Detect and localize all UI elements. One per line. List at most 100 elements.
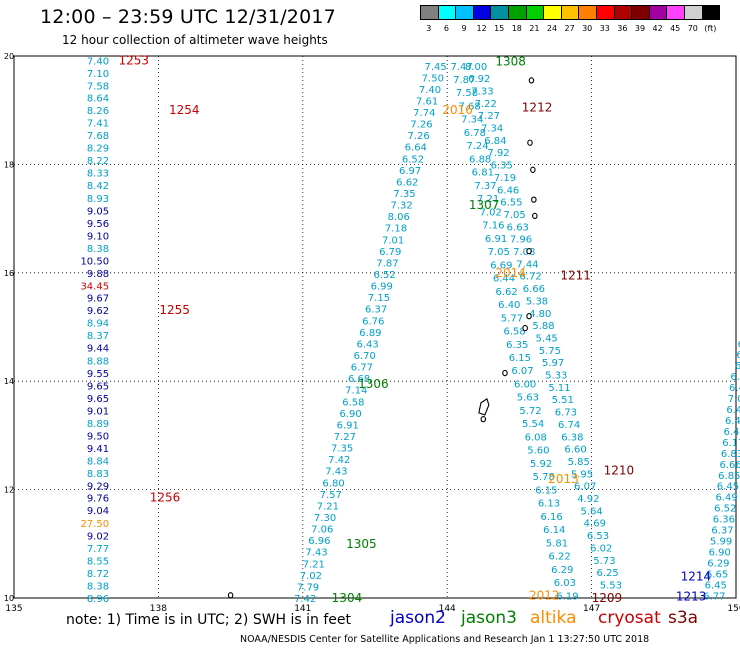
island-outline [526,313,532,320]
pass-label-1255: 1255 [159,303,190,317]
pass-label-2013: 2013 [548,472,579,486]
swh-value: 9.65 [87,394,109,405]
swh-value: 8.93 [87,194,109,205]
swh-value: 7.33 [471,86,493,97]
swh-value: 7.37 [474,181,496,192]
island-outline [480,415,487,423]
swh-value: 6.02 [590,543,612,554]
lon-tick-label: 138 [150,604,167,614]
swh-value: 6.03 [554,578,576,589]
swh-value: 5.45 [536,333,558,344]
swh-value: 9.44 [87,344,109,355]
pass-label-2016: 2016 [442,103,473,117]
color-scale-label: 12 [476,24,487,33]
swh-value: 7.77 [87,544,109,555]
island-outline [527,139,533,146]
color-scale-label: 9 [461,24,467,33]
swh-value: 7.79 [297,582,319,593]
guam-island [478,398,490,416]
swh-value: 8.38 [87,244,109,255]
legend-altika: altika [530,608,577,628]
swh-value: 6.62 [396,177,418,188]
island-outline [526,247,532,255]
swh-value: 8.00 [465,62,487,73]
swh-value: 6.35 [491,161,513,172]
swh-value: 5.53 [600,580,622,591]
lon-tick-label: 150 [727,604,740,614]
swh-value: 6.16 [541,512,563,523]
swh-value: 6.22 [548,552,570,563]
swh-value: 9.67 [87,294,109,305]
color-scale-label: 33 [599,24,610,33]
swh-value: 7.22 [475,99,497,110]
swh-value: 8.38 [87,582,109,593]
swh-value: 7.06 [728,394,740,405]
color-scale-label: 30 [582,24,593,33]
swh-value: 7.50 [422,73,444,84]
swh-value: 6.38 [561,432,583,443]
swh-value: 9.29 [87,481,109,492]
swh-value: 6.17 [722,438,740,449]
swh-value: 7.96 [510,235,532,246]
swh-value: 6.96 [308,536,330,547]
lon-tick-label: 135 [5,604,22,614]
swh-value: 8.26 [87,106,109,117]
swh-value: 6.53 [587,531,609,542]
swh-value: 9.88 [87,269,109,280]
swh-value: 6.84 [484,136,506,147]
island-outline [530,166,536,173]
swh-value: 7.08 [513,247,535,258]
lat-tick-label: 10 [4,594,14,603]
swh-value: 6.68 [348,374,370,385]
swh-value: 7.44 [516,259,538,270]
swh-value: 5.60 [527,446,549,457]
pass-label-1306: 1306 [358,377,389,391]
swh-value: 6.07 [574,482,596,493]
swh-value: 6.13 [538,499,560,510]
swh-value: 6.15 [509,353,531,364]
swh-value: 6.00 [514,379,536,390]
pass-label-1211: 1211 [560,269,591,283]
swh-value: 5.75 [539,346,561,357]
swh-value: 7.26 [408,131,430,142]
swh-value: 5.99 [710,537,732,548]
swh-value: 4.80 [529,309,551,320]
swh-value: 6.45 [705,580,727,591]
swh-value: 5.92 [530,459,552,470]
swh-value: 6.45 [729,383,740,394]
swh-value: 6.52 [714,504,736,515]
swh-value: 6.14 [543,525,565,536]
swh-value: 6.1 [736,350,740,361]
swh-value: 6.58 [342,397,364,408]
pass-label-1209: 1209 [592,591,623,605]
swh-value: 6.35 [506,340,528,351]
swh-value: 6.64 [405,143,427,154]
swh-value: 7.87 [453,75,475,86]
swh-value: 7.01 [382,235,404,246]
swh-value: 6.88 [469,154,491,165]
swh-value: 7.40 [419,85,441,96]
color-scale-label: 36 [617,24,628,33]
island-outline [528,77,535,84]
footnote: note: 1) Time is in UTC; 2) SWH is in fe… [66,612,352,628]
island-outline [502,369,508,377]
swh-value: 8.88 [87,357,109,368]
swh-value: 5.63 [517,393,539,404]
swh-value: 6.07 [511,366,533,377]
swh-value: 9.50 [87,431,109,442]
swh-value: 6.48 [730,372,740,383]
swh-value: 5.95 [571,469,593,480]
swh-value: 7.18 [385,224,407,235]
swh-value: 7.87 [376,258,398,269]
swh-value: 6.37 [711,526,733,537]
swh-value: 6.78 [464,128,486,139]
swh-value: 6.45 [717,482,739,493]
swh-value: 7.10 [87,69,109,80]
swh-value: 6.74 [558,420,580,431]
pass-label-1304: 1304 [332,591,363,605]
color-scale-label: 24 [546,24,558,33]
swh-value: 9.04 [87,506,109,517]
swh-value: 8.22 [87,156,109,167]
swh-value: 8.64 [87,94,109,105]
swh-value: 4.92 [577,494,599,505]
